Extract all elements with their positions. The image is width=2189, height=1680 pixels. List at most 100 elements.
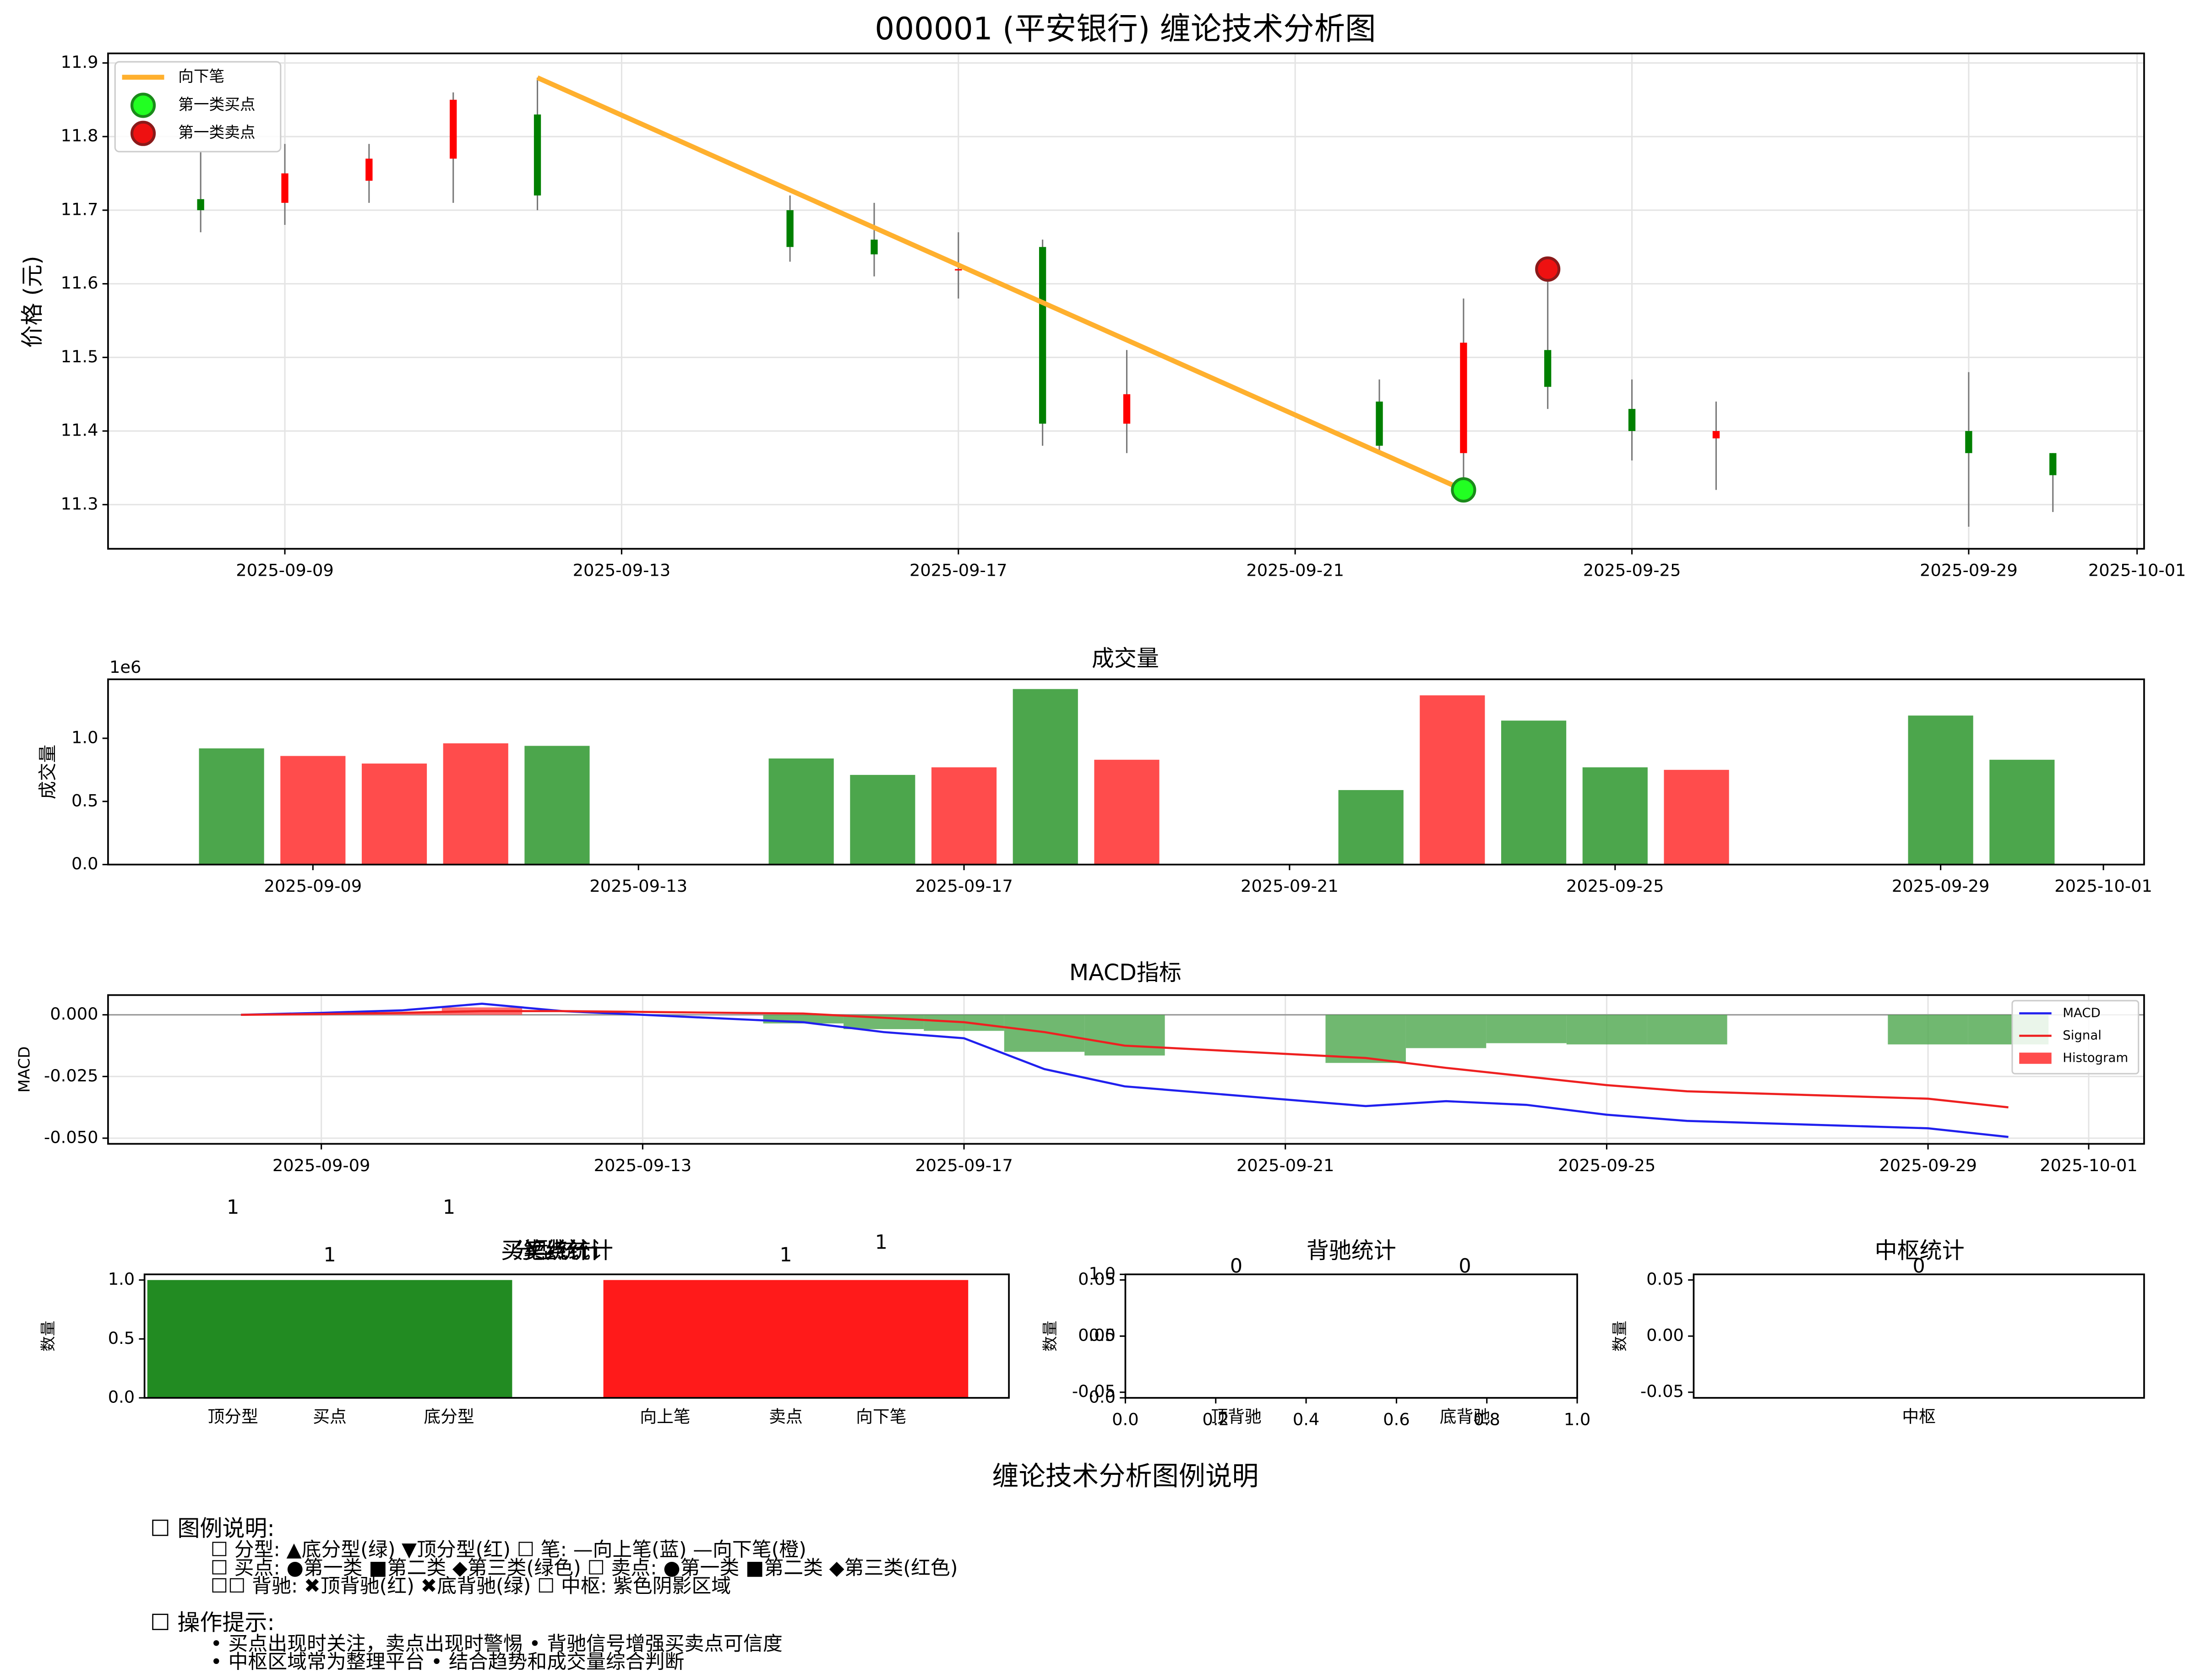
histogram-bar <box>1325 1015 1406 1063</box>
x-tick-label: 1.0 <box>1564 1410 1590 1429</box>
y-tick-label: 0.5 <box>108 1328 135 1348</box>
y-axis-label: 价格 (元) <box>19 256 45 348</box>
axes-frame <box>107 678 2145 866</box>
x-tick-label: 2025-10-01 <box>2040 1156 2138 1175</box>
axes-frame <box>1124 1273 1578 1399</box>
value-label: 1 <box>323 1244 336 1266</box>
bar <box>147 1280 512 1398</box>
legend-swatch <box>2019 1053 2052 1064</box>
axes-frame <box>107 52 2145 550</box>
x-tick-label: 2025-09-21 <box>1246 561 1344 580</box>
histogram-bar <box>1084 1015 1165 1056</box>
candle-body <box>450 99 457 159</box>
x-tick-label: 0.6 <box>1383 1410 1410 1429</box>
x-tick-label: 2025-09-17 <box>915 1156 1013 1175</box>
volume-bar <box>931 767 997 865</box>
y-tick-label: -0.05 <box>1072 1381 1116 1401</box>
notes-title: 缠论技术分析图例说明 <box>992 1461 1258 1492</box>
volume-bar <box>850 775 915 865</box>
y-axis-label: 数量 <box>39 1320 57 1351</box>
x-tick-label: 2025-09-13 <box>573 561 671 580</box>
volume-bar <box>1664 769 1729 865</box>
y-axis-label: 成交量 <box>38 745 59 799</box>
bar <box>603 1280 969 1398</box>
y-tick-label: 0.5 <box>1089 1325 1116 1345</box>
legend-label: 向下笔 <box>178 67 224 85</box>
legend-swatch <box>130 120 156 146</box>
x-tick-label: 2025-09-25 <box>1558 1156 1656 1175</box>
x-tick-label: 2025-09-17 <box>915 876 1013 896</box>
offset-label: 1e6 <box>109 657 141 677</box>
volume-bar <box>1501 720 1567 865</box>
candle-body <box>281 173 289 203</box>
volume-bar <box>280 756 346 865</box>
annotation: 1 <box>443 1196 455 1219</box>
x-tick-label: 向下笔 <box>856 1407 906 1426</box>
chart-title: 中枢统计 <box>1875 1237 1965 1264</box>
x-tick-label: 0.4 <box>1293 1410 1319 1429</box>
chart-title: MACD指标 <box>1069 959 1182 986</box>
stroke-line <box>536 75 1465 492</box>
y-tick-label: 0.000 <box>50 1004 98 1024</box>
axes-frame <box>1693 1273 2145 1399</box>
x-tick-label: 顶背驰 <box>1211 1407 1261 1426</box>
y-tick-label: -0.05 <box>1640 1381 1684 1401</box>
y-tick-label: 11.9 <box>61 52 98 72</box>
notes-line: ☐ 分型: ▲底分型(绿) ▼顶分型(红) ☐ 笔: —向上笔(蓝) —向下笔(… <box>211 1538 806 1561</box>
histogram-bar <box>1405 1015 1487 1048</box>
candle-body <box>1376 401 1383 446</box>
volume-bar <box>1013 689 1078 865</box>
legend-label: 第一类买点 <box>178 95 255 113</box>
legend-label: MACD <box>2063 1005 2101 1020</box>
candle-body <box>1628 409 1636 431</box>
y-tick-label: 11.7 <box>61 199 98 219</box>
x-tick-label: 2025-09-25 <box>1566 876 1664 896</box>
legend-box <box>114 61 282 153</box>
x-tick-label: 底背驰 <box>1440 1407 1490 1426</box>
x-tick-label: 2025-09-09 <box>236 561 334 580</box>
candle-body <box>365 158 373 181</box>
y-axis-label: 数量 <box>1611 1320 1629 1351</box>
y-tick-label: 0.0 <box>71 854 98 873</box>
notes-line: • 买点出现时关注，卖点出现时警惕 • 背驰信号增强买卖点可信度 <box>211 1632 783 1655</box>
x-tick-label: 2025-09-25 <box>1583 561 1681 580</box>
volume-bar <box>1094 759 1160 865</box>
chart-title: 000001 (平安银行) 缠论技术分析图 <box>875 11 1376 47</box>
candle-body <box>1712 431 1720 439</box>
axes-frame <box>143 1273 1010 1399</box>
x-tick-label: 2025-09-09 <box>272 1156 370 1175</box>
notes-line: ☐☐ 背驰: ✖顶背驰(红) ✖底背驰(绿) ☐ 中枢: 紫色阴影区域 <box>211 1575 731 1598</box>
x-tick-label: 2025-09-29 <box>1920 561 2018 580</box>
x-tick-label: 2025-09-13 <box>594 1156 692 1175</box>
x-tick-label: 2025-09-21 <box>1241 876 1339 896</box>
y-tick-label: -0.025 <box>44 1066 98 1085</box>
candle-body <box>1039 247 1046 424</box>
signal-point <box>1535 256 1561 282</box>
y-tick-label: 11.4 <box>61 420 98 440</box>
legend-swatch <box>130 93 156 118</box>
y-tick-label: 1.0 <box>108 1269 135 1289</box>
y-tick-label: 0.5 <box>71 791 98 810</box>
x-tick-label: 向上笔 <box>640 1407 690 1426</box>
volume-bar <box>1338 790 1404 865</box>
volume-bar <box>524 746 590 865</box>
x-tick-label: 2025-09-29 <box>1879 1156 1977 1175</box>
x-tick-label: 底分型 <box>424 1407 474 1426</box>
x-tick-label: 2025-10-01 <box>2088 561 2186 580</box>
x-tick-label: 0.8 <box>1473 1410 1500 1429</box>
volume-bar <box>1582 767 1648 865</box>
annotation: 1 <box>875 1231 888 1254</box>
legend-label: 第一类卖点 <box>178 124 255 142</box>
y-tick-label: 1.0 <box>71 727 98 747</box>
y-tick-label: -0.050 <box>44 1127 98 1147</box>
notes-heading: ☐ 操作提示: <box>150 1609 275 1636</box>
volume-bar <box>443 743 508 865</box>
axes-frame <box>107 994 2145 1145</box>
candle-body <box>871 240 878 255</box>
volume-bar <box>768 758 834 865</box>
histogram-bar <box>1004 1015 1085 1052</box>
y-tick-label: 0.0 <box>108 1387 135 1407</box>
candle-body <box>1123 394 1131 424</box>
annotation: 1 <box>227 1196 239 1219</box>
